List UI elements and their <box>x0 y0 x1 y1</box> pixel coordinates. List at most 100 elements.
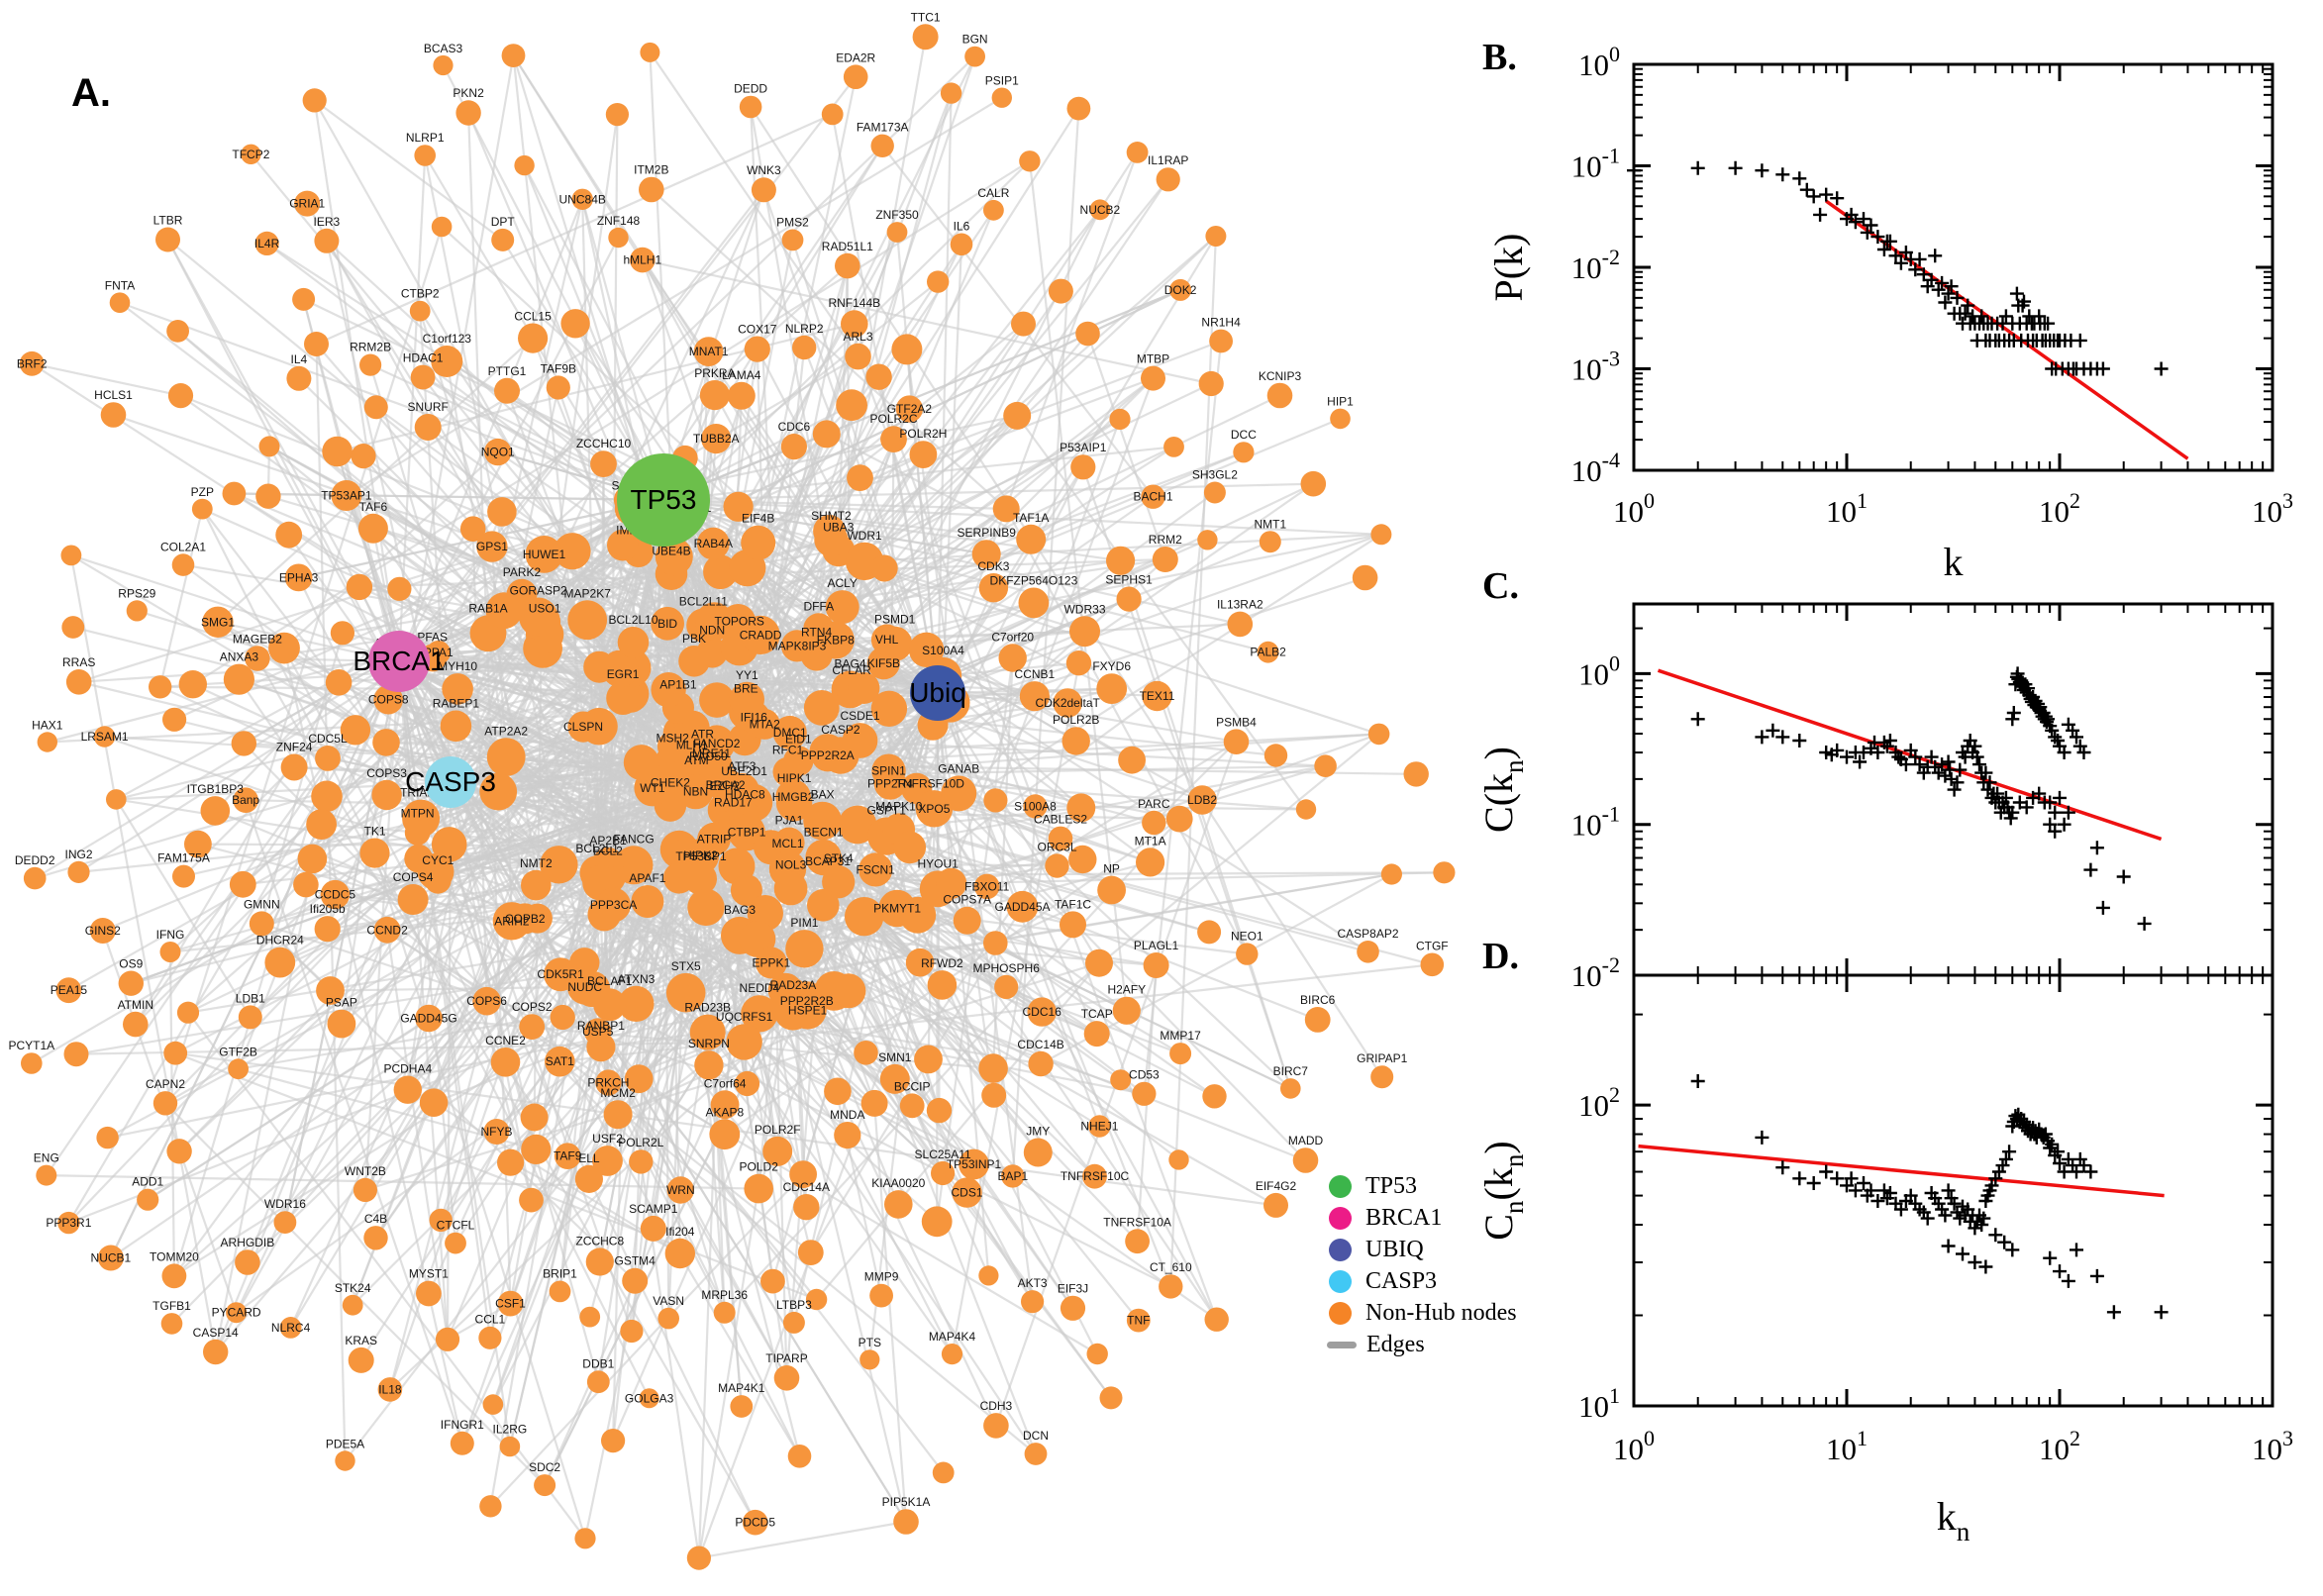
network-node <box>484 438 512 466</box>
network-node <box>1045 853 1069 878</box>
network-node <box>255 483 281 509</box>
tick-label: 103 <box>2252 488 2293 529</box>
network-node <box>664 1238 695 1269</box>
gene-label: ARL3 <box>843 330 872 344</box>
gene-label: FSCN1 <box>857 862 896 876</box>
gene-label: DMC1 <box>773 726 807 740</box>
gene-label: ATXN3 <box>618 972 656 986</box>
gene-label: PRKCH <box>587 1076 629 1090</box>
network-node <box>1132 1081 1157 1106</box>
gene-label: ATP2A2 <box>484 724 528 738</box>
network-node <box>1159 1274 1183 1299</box>
axis-label: P(k) <box>1486 234 1531 302</box>
network-node <box>971 540 1001 569</box>
gene-label: IL13RA2 <box>1217 598 1263 612</box>
gene-label: GRIPAP1 <box>1357 1051 1407 1065</box>
gene-label: POLR2C <box>869 412 917 426</box>
gene-label: CSF1 <box>495 1297 526 1311</box>
network-node <box>353 1177 377 1202</box>
gene-label: NEDD4 <box>740 981 780 995</box>
gene-label: BRE <box>734 681 758 695</box>
network-node <box>284 563 313 592</box>
network-node <box>60 545 82 566</box>
network-node <box>775 785 813 822</box>
network-node <box>998 644 1027 672</box>
network-node <box>773 871 808 906</box>
network-node <box>607 529 639 561</box>
network-node <box>926 1097 953 1124</box>
gene-label: IL1RAP <box>1148 153 1188 167</box>
network-node <box>603 1100 633 1130</box>
panel-b-plot: 100 101 102 103 100 10-1 10-2 10-3 10-4 P(k) k <box>1486 42 2293 584</box>
gene-label: BCL2L1 <box>575 842 619 855</box>
network-node <box>159 942 181 962</box>
network-node <box>1259 531 1281 553</box>
network-node <box>1141 484 1165 509</box>
network-node <box>363 1226 388 1250</box>
network-node <box>870 690 908 727</box>
gene-label: TOMM20 <box>150 1249 199 1263</box>
network-node <box>377 1377 403 1402</box>
network-node <box>137 1188 159 1211</box>
gene-label: CYC1 <box>422 853 454 867</box>
gene-label: BIRC6 <box>1300 993 1336 1007</box>
gene-label: HAX1 <box>32 718 63 732</box>
gene-label: RAB4A <box>694 537 733 550</box>
network-node <box>1227 611 1254 638</box>
gene-label: CCND2 <box>366 923 408 937</box>
network-node <box>873 767 907 800</box>
hub-node-ubiq <box>910 665 965 721</box>
network-node <box>1433 861 1456 884</box>
network-node <box>1048 278 1073 304</box>
network-node <box>841 310 868 338</box>
gene-label: HIPK1 <box>777 771 812 785</box>
network-node <box>280 753 308 781</box>
network-node <box>932 1461 955 1484</box>
network-node <box>184 830 212 858</box>
gene-label: COPS3 <box>366 766 407 780</box>
network-node <box>854 1041 878 1065</box>
network-node <box>315 746 341 771</box>
network-node <box>67 860 90 884</box>
network-node <box>891 334 923 365</box>
gene-label: HDAC8 <box>725 787 765 801</box>
gene-label: TAF9B <box>541 361 576 375</box>
gene-label: UBE2D1 <box>721 764 767 778</box>
network-node <box>623 745 659 781</box>
gene-label: MYH10 <box>438 659 477 673</box>
network-node <box>1202 1084 1227 1109</box>
plot-frame <box>1632 62 2274 472</box>
gene-label: PZP <box>191 485 214 499</box>
legend-label: BRCA1 <box>1365 1204 1443 1231</box>
network-node <box>1069 616 1100 648</box>
gene-label: PPP2R4 <box>867 777 913 791</box>
gene-label: CRADD <box>740 628 782 642</box>
gene-label: RANBP1 <box>577 1019 625 1033</box>
network-node <box>803 690 840 726</box>
gene-label: AKAP8 <box>705 1105 744 1119</box>
gene-label: Banp <box>232 793 259 807</box>
network-node <box>1233 442 1255 463</box>
network-node <box>61 616 85 639</box>
gene-label: CTBP2 <box>401 287 440 301</box>
gene-label: TP53BP1 <box>675 849 727 863</box>
network-node <box>1143 952 1169 978</box>
network-node <box>1085 948 1113 977</box>
gene-label: NLRP2 <box>785 322 824 336</box>
network-node <box>1370 524 1392 546</box>
scatter-points <box>1690 1074 2169 1320</box>
network-node <box>899 896 937 934</box>
network-node <box>893 1509 919 1535</box>
tick-label: 101 <box>1826 488 1868 529</box>
gene-label: HYOU1 <box>918 856 960 870</box>
network-node <box>554 1143 581 1169</box>
network-node <box>490 1047 521 1077</box>
network-node <box>792 335 817 360</box>
network-node <box>359 353 382 376</box>
network-node <box>525 536 563 573</box>
network-node <box>100 402 127 428</box>
network-node <box>109 292 131 314</box>
network-node <box>314 228 340 253</box>
network-node <box>583 650 616 683</box>
network-node <box>729 681 764 718</box>
